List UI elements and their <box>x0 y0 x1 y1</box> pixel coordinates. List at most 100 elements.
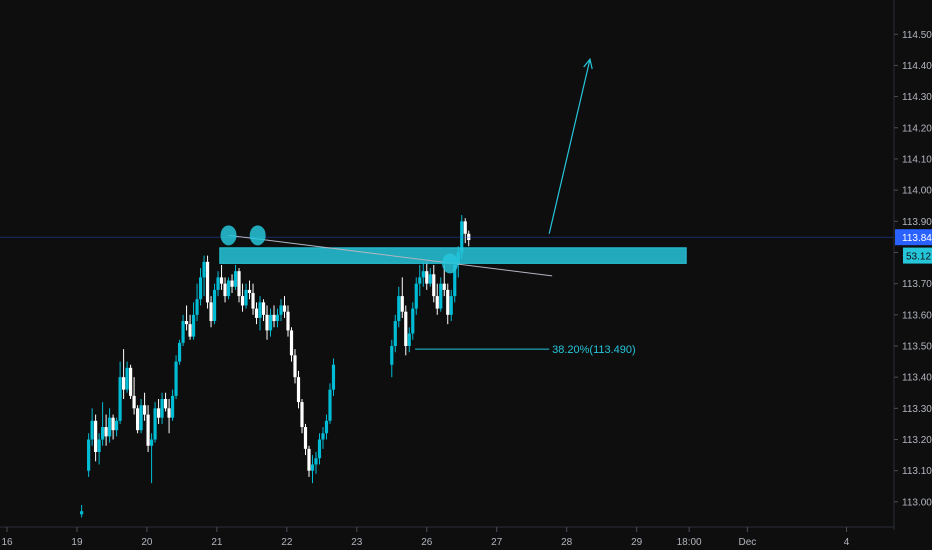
candle <box>167 398 171 434</box>
circle-marker[interactable] <box>442 253 459 274</box>
candle <box>135 405 140 434</box>
candle-body <box>282 305 287 312</box>
price-tick-label: 114.100 <box>902 154 932 165</box>
candle <box>446 283 450 325</box>
candle-body <box>449 296 453 315</box>
candle-body <box>233 271 238 287</box>
candle <box>174 355 178 399</box>
candle-body <box>275 314 280 322</box>
circle-marker[interactable] <box>220 225 237 246</box>
candle-body <box>432 274 436 297</box>
candle <box>247 280 252 300</box>
candle <box>310 455 315 484</box>
candle <box>128 364 133 399</box>
candle-body <box>390 345 394 365</box>
candle <box>432 264 436 303</box>
candle-body <box>125 367 129 390</box>
time-axis[interactable]: 16 19 20 21 22 23 26 27 28 29 18:00 Dec 4 <box>1 527 850 548</box>
candle-body <box>279 305 283 315</box>
price-tick-label: 114.000 <box>902 186 932 197</box>
candle-body <box>244 289 248 306</box>
candle <box>115 417 119 437</box>
candle <box>321 427 325 449</box>
candle-body <box>307 448 311 471</box>
candle <box>111 414 115 440</box>
candle <box>219 264 224 290</box>
price-tick-label: 113.300 <box>902 404 932 415</box>
candle-body <box>400 296 404 312</box>
candle <box>404 305 408 356</box>
price-tick-label: 113.600 <box>902 310 932 321</box>
candle-body <box>251 292 255 309</box>
candle <box>156 398 161 424</box>
trend-line[interactable] <box>228 234 553 277</box>
candle-body <box>272 314 276 322</box>
time-tick-label: 29 <box>631 537 643 548</box>
time-tick-label: 27 <box>491 537 503 548</box>
candle-body <box>104 427 108 437</box>
candle-body <box>132 395 136 409</box>
candle <box>177 339 182 365</box>
candle <box>94 414 98 462</box>
candle-body <box>321 433 325 440</box>
candle-body <box>428 274 432 284</box>
candle-body <box>219 277 224 284</box>
time-tick-label: 26 <box>421 537 433 548</box>
candle-body <box>115 420 119 431</box>
candle <box>139 398 143 434</box>
candle <box>202 255 206 297</box>
target-arrow-line[interactable] <box>548 59 591 234</box>
candle-body <box>188 324 192 337</box>
price-tick-label: 113.700 <box>902 279 932 290</box>
candle-body <box>435 296 439 309</box>
candle <box>265 305 269 340</box>
candle <box>261 299 266 322</box>
candle-body <box>156 408 161 418</box>
candle-body <box>258 302 262 318</box>
candle-body <box>205 261 210 303</box>
candle <box>289 327 294 362</box>
candle-body <box>174 361 178 396</box>
candle-body <box>167 408 171 418</box>
candle <box>293 349 297 384</box>
axis-badges: 113.849 53.12 <box>895 229 932 264</box>
candle-body <box>181 321 185 343</box>
candle-body <box>209 302 213 322</box>
candle-body <box>414 283 418 309</box>
candle-body <box>191 314 196 337</box>
candle-body <box>216 277 220 290</box>
candle-body <box>328 389 332 421</box>
candle <box>181 314 185 346</box>
time-tick-label: 18:00 <box>677 537 702 548</box>
candle <box>101 402 105 446</box>
candle <box>421 261 425 287</box>
candle-body <box>442 283 446 290</box>
drawings-layer[interactable]: 38.20%(113.490) <box>0 57 894 356</box>
circle-marker[interactable] <box>249 225 266 246</box>
candle <box>254 302 259 325</box>
candle-body <box>407 333 411 346</box>
candle <box>188 314 192 340</box>
candle-body <box>324 420 329 434</box>
candle-body <box>397 296 401 322</box>
candle <box>212 283 217 325</box>
candle <box>268 308 273 337</box>
candle-body <box>135 408 140 431</box>
candle-body <box>261 302 266 315</box>
candle <box>407 327 411 353</box>
time-tick-label: 21 <box>211 537 223 548</box>
price-axis[interactable]: 113.000 113.100 113.200 113.300 113.400 113.5… <box>894 30 932 509</box>
candle <box>163 392 168 412</box>
candle-body <box>226 280 231 297</box>
candle <box>286 305 290 337</box>
candle-body <box>101 427 105 440</box>
candle <box>90 408 94 446</box>
candle-body <box>128 367 133 396</box>
candle <box>223 277 227 303</box>
candle-body <box>90 420 94 440</box>
candle-body <box>170 395 175 418</box>
candle-body <box>439 283 443 309</box>
candle <box>87 433 91 477</box>
fib-level-label: 38.20%(113.490) <box>552 344 636 356</box>
